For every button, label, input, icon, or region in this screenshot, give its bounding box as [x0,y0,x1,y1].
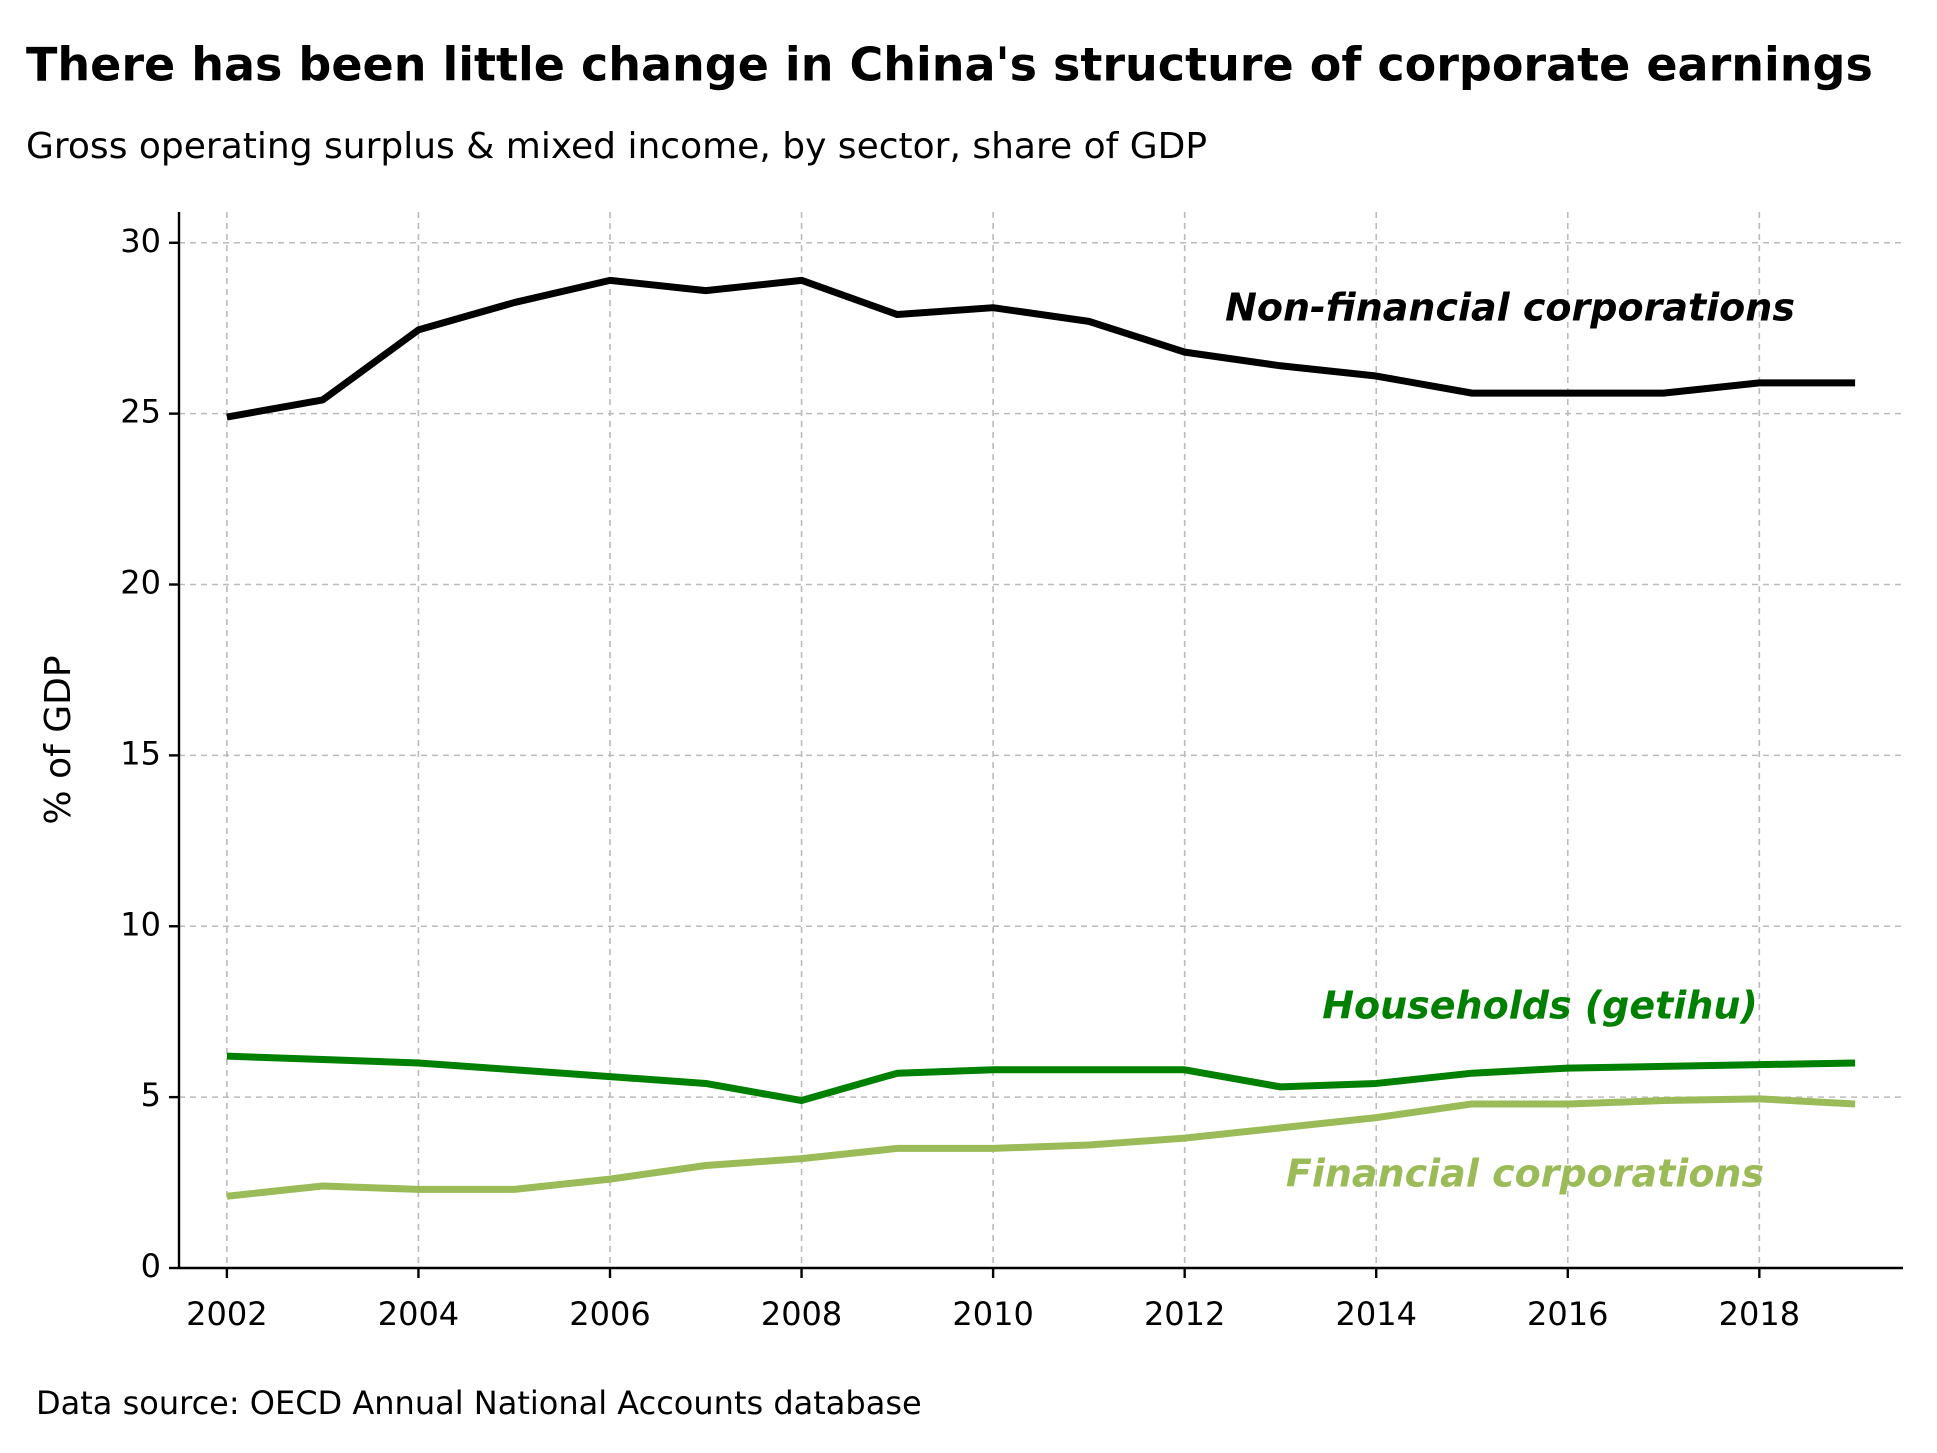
x-tick-label: 2008 [761,1295,842,1333]
x-tick-label: 2012 [1144,1295,1225,1333]
y-tick-label: 15 [120,734,161,772]
series-line [226,1052,1856,1105]
source-note: Data source: OECD Annual National Accoun… [36,1384,922,1422]
y-tick-label: 0 [141,1247,161,1285]
y-tick-label: 30 [120,222,161,260]
x-tick-label: 2002 [186,1295,267,1333]
y-tick-label: 10 [120,905,161,943]
x-tick-label: 2014 [1336,1295,1417,1333]
series-label: Financial corporations [1286,1152,1764,1196]
x-tick-label: 2004 [378,1295,459,1333]
y-tick-label: 5 [141,1076,161,1114]
chart-subtitle: Gross operating surplus & mixed income, … [26,126,1207,167]
y-tick-label: 25 [120,393,161,431]
x-tick-label: 2006 [569,1295,650,1333]
x-tick-label: 2018 [1719,1295,1800,1333]
chart-title: There has been little change in China's … [26,38,1873,92]
series-line [226,276,1856,421]
x-tick-label: 2010 [952,1295,1033,1333]
series-label: Non-financial corporations [1225,286,1795,330]
series-line [226,1095,1856,1200]
series-label: Households (getihu) [1322,984,1758,1028]
y-axis-label: % of GDP [38,655,79,824]
y-tick-label: 20 [120,564,161,602]
x-tick-label: 2016 [1527,1295,1608,1333]
